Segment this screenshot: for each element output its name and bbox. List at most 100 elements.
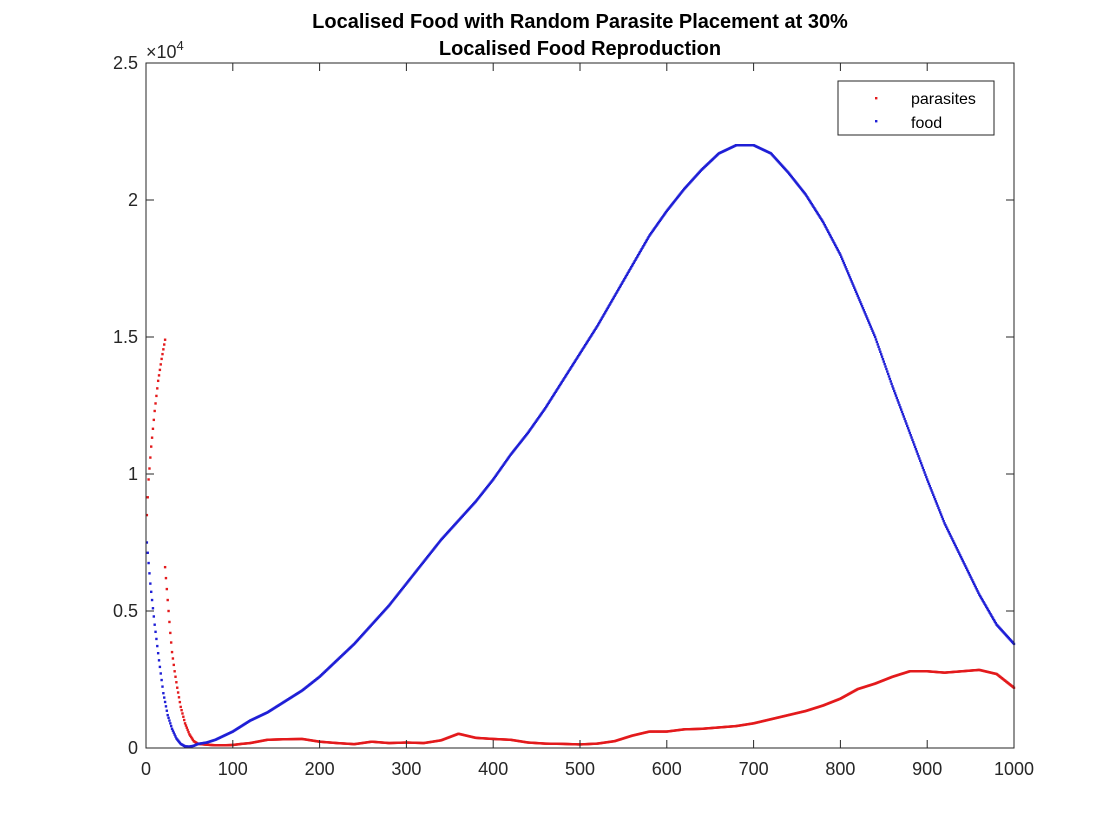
data-point-food bbox=[601, 315, 604, 319]
data-point-food bbox=[586, 339, 590, 343]
data-point-food bbox=[590, 333, 594, 336]
data-point-food bbox=[947, 531, 951, 534]
data-point-food bbox=[528, 429, 531, 432]
data-point-food bbox=[907, 429, 911, 432]
data-point-food bbox=[579, 350, 583, 354]
data-point-food bbox=[496, 472, 499, 475]
data-point-food bbox=[935, 502, 938, 505]
data-point-food bbox=[914, 448, 918, 451]
data-point-food bbox=[885, 367, 888, 371]
data-point-food bbox=[908, 431, 912, 435]
data-point-food bbox=[958, 554, 962, 557]
data-point-food bbox=[951, 538, 954, 541]
data-point-food bbox=[651, 229, 655, 232]
data-point-food bbox=[573, 360, 576, 363]
data-point-food bbox=[567, 370, 570, 373]
data-point-food bbox=[584, 344, 587, 347]
x-tick-label: 300 bbox=[391, 759, 421, 779]
data-point-food bbox=[913, 445, 917, 449]
data-point-food bbox=[812, 205, 815, 209]
data-point-food bbox=[558, 383, 562, 387]
data-point-food bbox=[595, 326, 598, 329]
data-point-food bbox=[906, 424, 909, 428]
data-point-food bbox=[835, 247, 839, 250]
data-point-food bbox=[899, 406, 902, 409]
data-point-food bbox=[146, 551, 149, 554]
data-point-food bbox=[543, 408, 546, 411]
data-point-food bbox=[949, 534, 952, 537]
data-point-food bbox=[839, 253, 842, 256]
data-point-parasites bbox=[154, 402, 157, 405]
data-point-food bbox=[811, 204, 814, 207]
data-point-parasites bbox=[190, 737, 194, 740]
series-parasites bbox=[145, 338, 1016, 747]
data-point-food bbox=[530, 426, 533, 430]
data-point-food bbox=[878, 348, 881, 351]
data-point-parasites bbox=[183, 722, 187, 725]
data-point-food bbox=[915, 450, 918, 453]
data-point-parasites bbox=[147, 478, 150, 481]
data-point-parasites bbox=[158, 368, 162, 372]
data-point-food bbox=[906, 427, 910, 430]
data-point-food bbox=[828, 233, 832, 237]
plot-area bbox=[146, 63, 1014, 748]
data-point-food bbox=[661, 215, 664, 219]
data-point-food bbox=[492, 477, 496, 480]
data-point-food bbox=[897, 401, 900, 404]
data-point-food bbox=[615, 291, 618, 295]
data-point-food bbox=[170, 727, 174, 731]
data-point-food bbox=[637, 252, 641, 255]
data-point-food bbox=[867, 321, 871, 324]
data-point-food bbox=[989, 612, 992, 616]
data-point-food bbox=[939, 511, 942, 514]
data-point-food bbox=[498, 469, 501, 473]
data-point-food bbox=[978, 593, 981, 596]
data-point-food bbox=[893, 392, 897, 395]
data-point-food bbox=[643, 243, 646, 246]
data-point-food bbox=[158, 665, 162, 669]
data-point-food bbox=[536, 418, 539, 421]
data-point-food bbox=[969, 575, 972, 578]
data-point-food bbox=[971, 579, 974, 582]
data-point-food bbox=[910, 436, 913, 439]
data-point-food bbox=[894, 394, 898, 397]
data-point-food bbox=[564, 374, 568, 377]
data-point-food bbox=[866, 317, 869, 320]
data-point-food bbox=[919, 461, 923, 465]
y-exponent-label: ×104 bbox=[146, 38, 184, 62]
data-point-food bbox=[834, 245, 838, 248]
data-point-food bbox=[820, 217, 823, 221]
data-point-food bbox=[877, 345, 880, 349]
data-point-parasites bbox=[179, 705, 182, 709]
data-point-food bbox=[564, 375, 567, 378]
data-point-food bbox=[991, 615, 994, 619]
data-point-food bbox=[664, 210, 668, 214]
data-point-food bbox=[981, 599, 984, 602]
data-point-food bbox=[553, 391, 557, 395]
data-point-food bbox=[662, 214, 665, 218]
data-point-food bbox=[560, 381, 563, 384]
data-point-food bbox=[809, 201, 813, 204]
data-point-food bbox=[879, 353, 883, 356]
data-point-food bbox=[831, 238, 834, 242]
data-point-food bbox=[889, 380, 892, 383]
data-point-food bbox=[149, 582, 152, 585]
data-point-food bbox=[557, 385, 561, 388]
data-point-parasites bbox=[176, 686, 179, 689]
data-point-food bbox=[904, 420, 907, 423]
data-point-food bbox=[603, 312, 606, 316]
data-point-food bbox=[574, 359, 577, 362]
data-point-food bbox=[824, 225, 827, 229]
data-point-food bbox=[544, 405, 548, 409]
data-point-food bbox=[609, 302, 612, 305]
data-point-food bbox=[813, 207, 816, 210]
data-point-food bbox=[965, 568, 969, 571]
data-point-food bbox=[152, 615, 156, 618]
data-point-food bbox=[881, 357, 885, 361]
data-point-food bbox=[927, 482, 931, 486]
data-point-food bbox=[814, 208, 817, 211]
data-point-food bbox=[968, 573, 971, 577]
data-point-food bbox=[895, 396, 899, 400]
data-point-food bbox=[155, 637, 158, 641]
data-point-food bbox=[169, 724, 173, 728]
